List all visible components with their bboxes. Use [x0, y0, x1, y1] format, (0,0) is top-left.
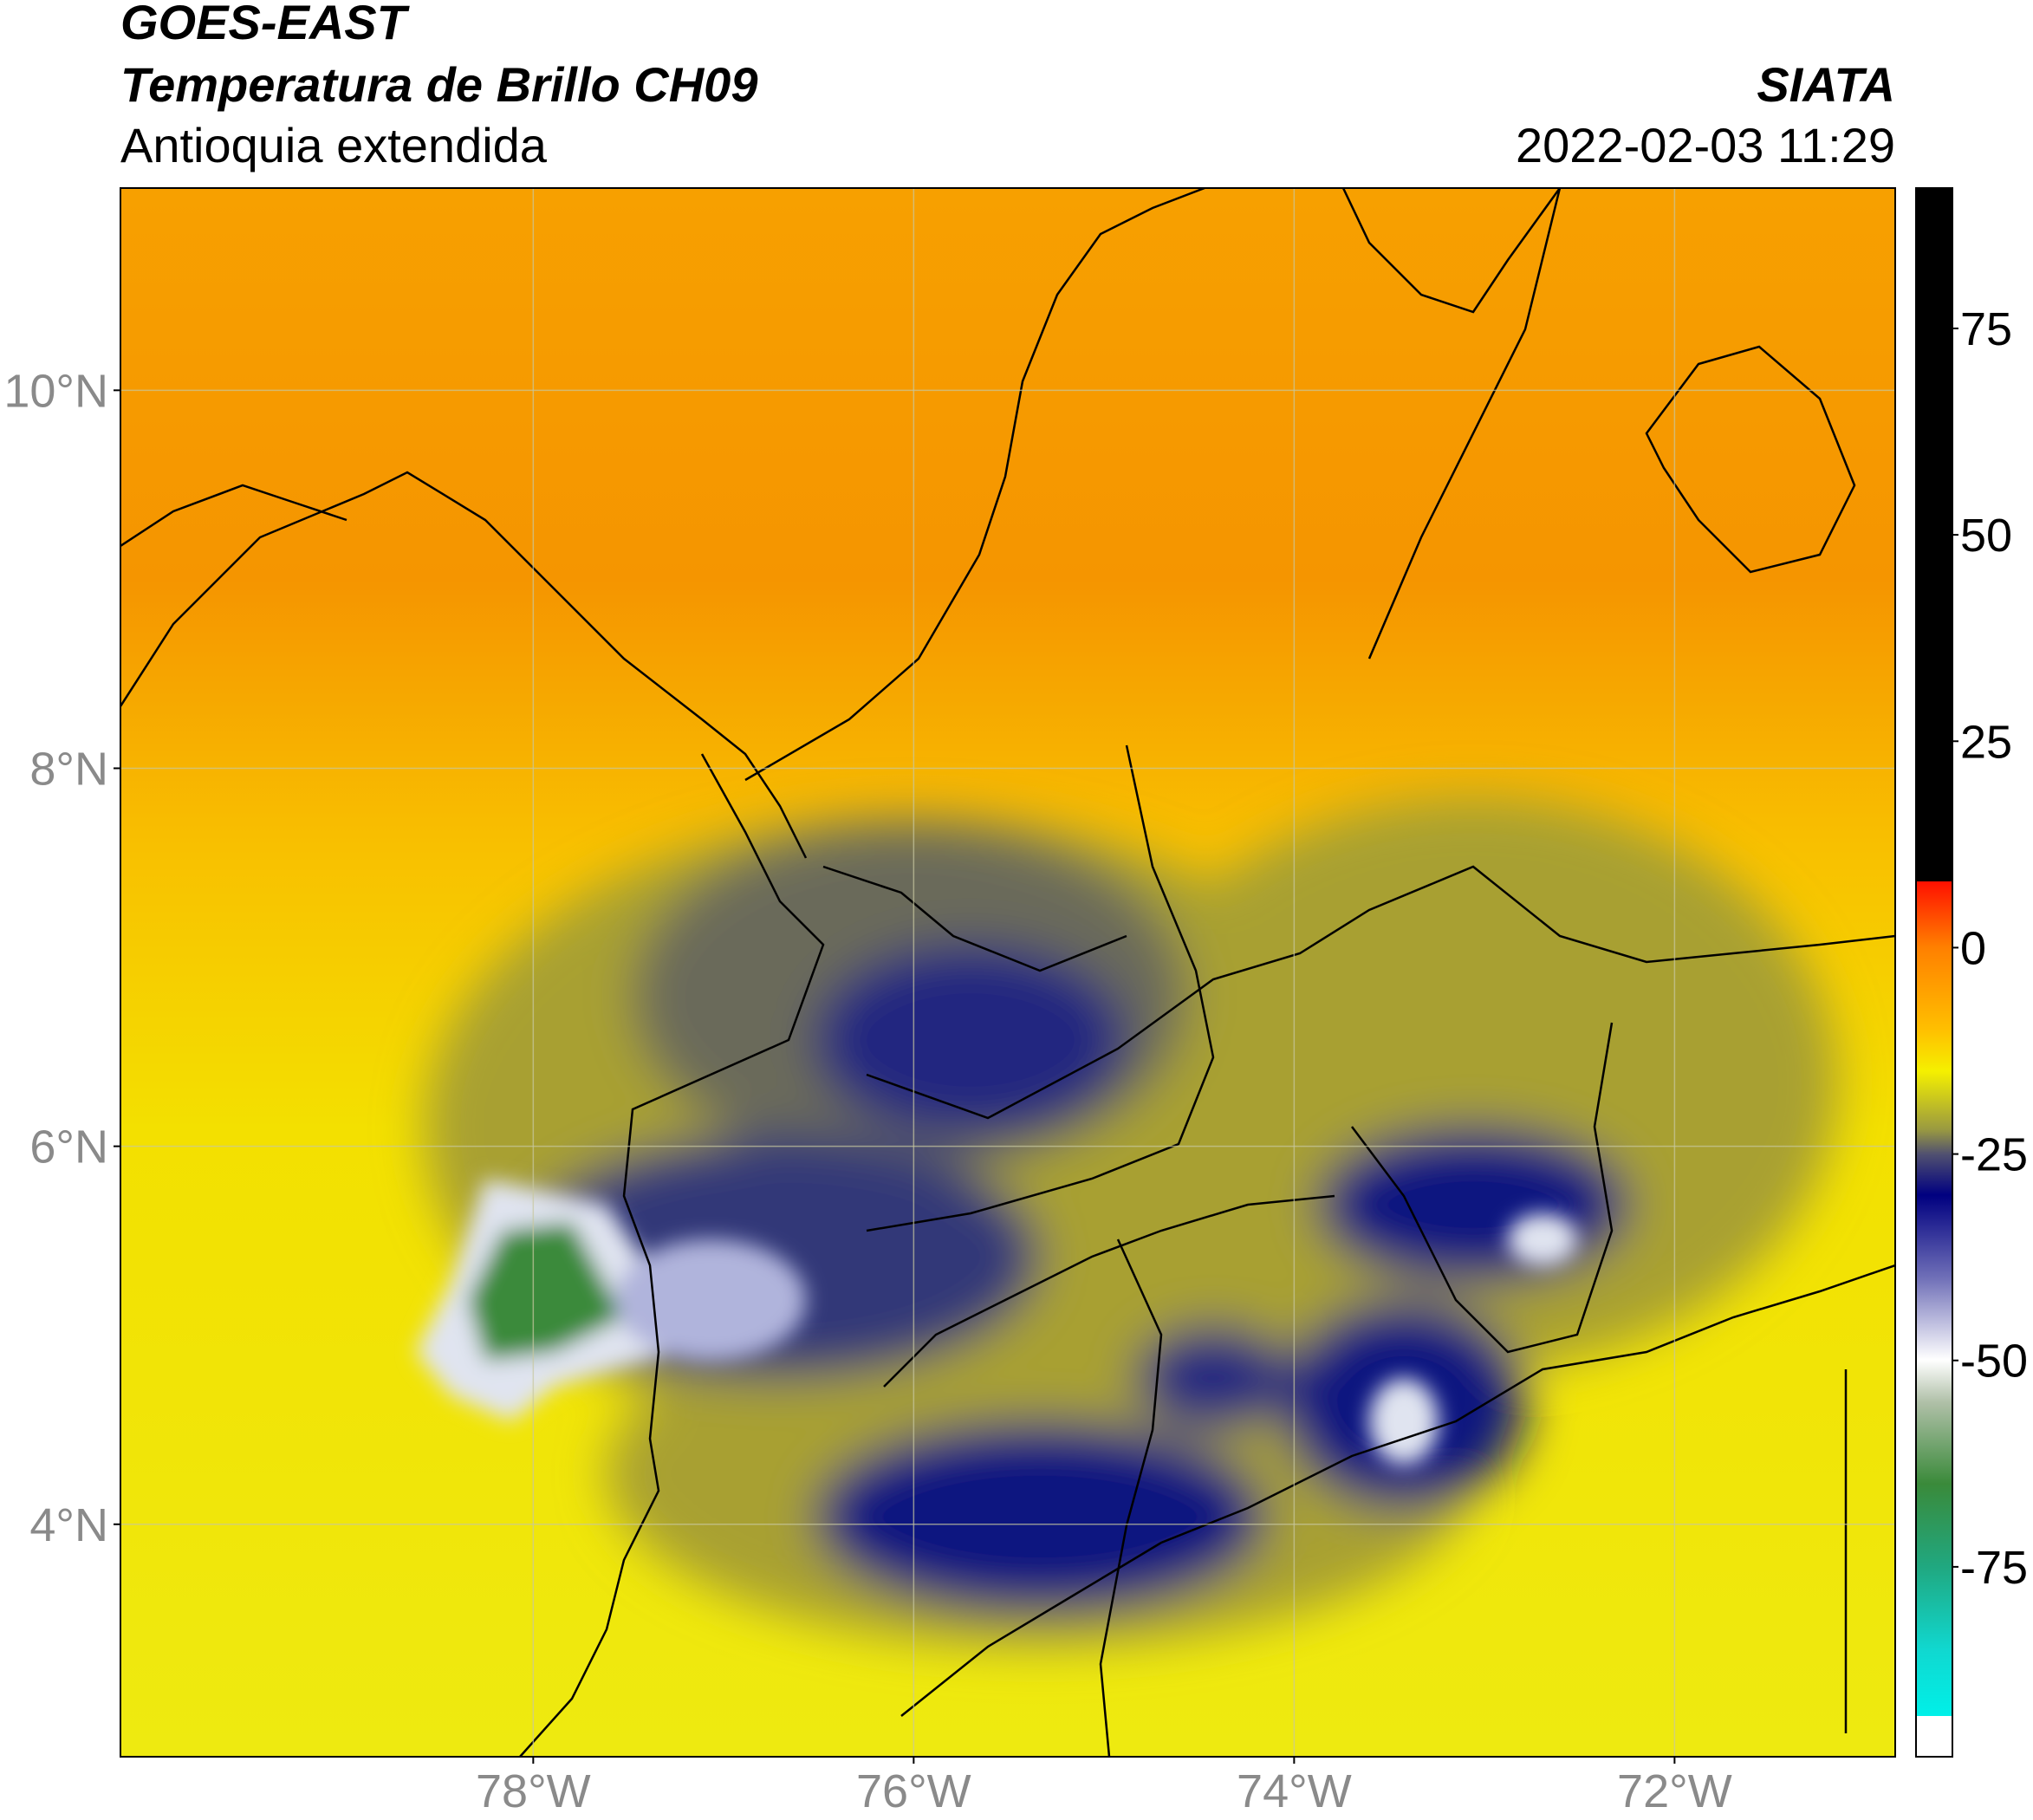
colorbar	[1915, 187, 1953, 1758]
lat-tick-label: 10°N	[3, 365, 108, 417]
colorbar-tick-label: 75	[1960, 303, 2012, 355]
lat-tick-label: 8°N	[29, 743, 108, 795]
title: GOES-EAST	[120, 0, 411, 49]
lat-tick-label: 4°N	[29, 1499, 108, 1551]
subtitle: Temperatura de Brillo CH09	[120, 57, 757, 112]
region: Antioquia extendida	[120, 118, 548, 172]
colorbar-tick-label: -50	[1960, 1336, 2028, 1388]
colorbar-tick-label: 25	[1960, 716, 2012, 768]
cloud-field	[425, 797, 1837, 1647]
map-frame	[120, 187, 1896, 1758]
map-imagery	[120, 188, 1895, 1757]
coastlines	[120, 188, 1895, 1757]
lon-tick-label: 78°W	[476, 1765, 591, 1817]
lon-tick-label: 76°W	[856, 1765, 971, 1817]
lon-tick-label: 72°W	[1617, 1765, 1732, 1817]
lat-tick-label: 6°N	[29, 1121, 108, 1173]
colorbar-tick-label: 50	[1960, 510, 2012, 562]
graticule	[120, 188, 1895, 1757]
storm-core	[416, 1179, 1577, 1465]
source: SIATA	[1757, 57, 1895, 112]
colorbar-tick-label: -25	[1960, 1129, 2028, 1181]
colorbar-tick-label: -75	[1960, 1542, 2028, 1594]
colorbar-tick-label: 0	[1960, 922, 1986, 974]
datetime: 2022-02-03 11:29	[1516, 118, 1895, 172]
lon-tick-label: 74°W	[1237, 1765, 1352, 1817]
